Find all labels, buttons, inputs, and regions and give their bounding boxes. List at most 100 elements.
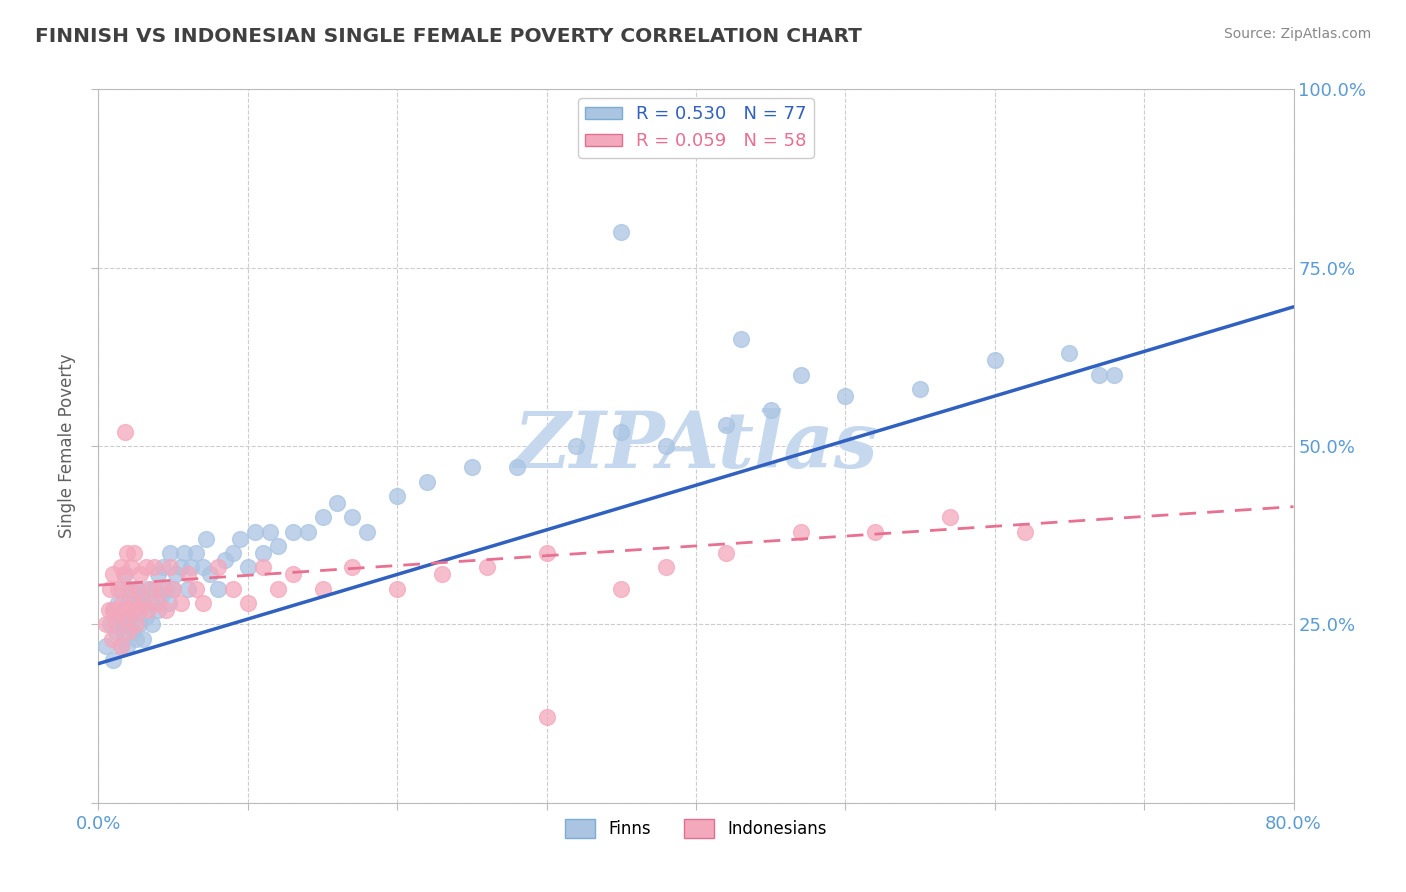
Point [191,596,214,610]
Point [169,560,191,574]
Point [135,560,157,574]
Point [191,560,214,574]
Point [195,532,218,546]
Point [108,603,131,617]
Point [139,596,162,610]
Point [222,546,245,560]
Point [311,510,333,524]
Point [143,582,166,596]
Point [139,582,162,596]
Point [129,589,152,603]
Point [834,389,856,403]
Point [112,624,135,639]
Point [252,560,274,574]
Point [120,582,142,596]
Point [121,596,143,610]
Point [110,610,132,624]
Point [342,510,364,524]
Point [342,560,364,574]
Point [101,632,124,646]
Point [124,546,146,560]
Point [155,603,177,617]
Point [124,596,146,610]
Point [128,603,150,617]
Point [136,582,159,596]
Point [506,460,529,475]
Point [984,353,1007,368]
Point [759,403,782,417]
Point [148,603,170,617]
Point [184,546,207,560]
Point [132,596,155,610]
Y-axis label: Single Female Poverty: Single Female Poverty [58,354,76,538]
Point [610,225,633,239]
Text: Source: ZipAtlas.com: Source: ZipAtlas.com [1223,27,1371,41]
Point [222,582,245,596]
Point [267,582,290,596]
Point [129,567,152,582]
Point [939,510,962,524]
Point [118,603,141,617]
Point [416,475,439,489]
Point [103,603,125,617]
Point [155,582,177,596]
Point [865,524,887,539]
Point [118,610,141,624]
Point [252,546,274,560]
Point [259,524,281,539]
Point [110,560,132,574]
Point [105,617,128,632]
Point [184,582,207,596]
Point [177,567,200,582]
Point [297,524,319,539]
Point [229,532,252,546]
Point [461,460,484,475]
Point [132,632,155,646]
Point [107,596,129,610]
Point [200,567,222,582]
Point [114,603,136,617]
Point [117,624,139,639]
Point [267,539,290,553]
Point [114,610,136,624]
Point [132,596,155,610]
Point [115,546,138,560]
Point [159,546,181,560]
Point [536,710,558,724]
Point [730,332,752,346]
Point [714,546,737,560]
Text: ZIPAtlas: ZIPAtlas [513,408,879,484]
Point [115,639,138,653]
Point [150,582,173,596]
Point [236,596,259,610]
Point [141,617,163,632]
Point [1059,346,1081,360]
Point [111,582,134,596]
Point [177,582,200,596]
Point [125,632,148,646]
Point [98,617,122,632]
Point [1014,524,1036,539]
Point [120,560,142,574]
Point [281,567,304,582]
Point [565,439,588,453]
Point [111,596,134,610]
Point [135,610,157,624]
Point [128,617,150,632]
Point [789,524,811,539]
Point [157,596,180,610]
Point [236,560,259,574]
Point [148,567,170,582]
Point [356,524,378,539]
Point [385,582,409,596]
Point [117,596,139,610]
Point [114,425,136,439]
Point [136,603,159,617]
Point [245,524,267,539]
Point [159,560,181,574]
Point [789,368,811,382]
Point [121,624,143,639]
Point [165,567,187,582]
Legend: Finns, Indonesians: Finns, Indonesians [558,812,834,845]
Text: FINNISH VS INDONESIAN SINGLE FEMALE POVERTY CORRELATION CHART: FINNISH VS INDONESIAN SINGLE FEMALE POVE… [35,27,862,45]
